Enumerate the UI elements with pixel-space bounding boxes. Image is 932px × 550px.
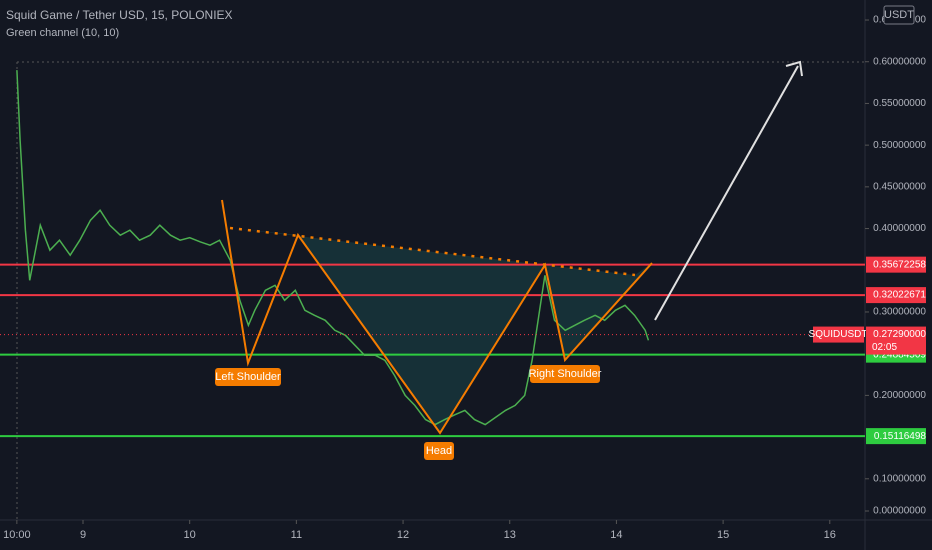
y-tick-label: 0.60000000	[873, 56, 926, 67]
x-tick-label: 13	[504, 529, 516, 541]
y-tick-label: 0.55000000	[873, 98, 926, 109]
x-tick-label: 15	[717, 529, 729, 541]
annotation-box	[215, 368, 281, 386]
y-tick-label: 0.10000000	[873, 473, 926, 484]
countdown: 02:05	[872, 342, 897, 353]
level-label-box	[866, 256, 926, 273]
x-tick-label: 10:00	[3, 529, 31, 541]
level-label: 0.24884509	[873, 349, 926, 360]
annotation: Right Shoulder	[529, 368, 602, 380]
level-label: 0.35672258	[873, 259, 926, 270]
level-label: 0.32022671	[873, 290, 926, 301]
y-tick-label: 0.40000000	[873, 223, 926, 234]
level-label-box	[866, 428, 926, 445]
last-price-box	[866, 326, 926, 355]
currency[interactable]: USDT	[884, 9, 914, 21]
level-label-box	[866, 287, 926, 304]
target-arrow	[654, 65, 799, 321]
x-tick-label: 11	[291, 529, 302, 541]
y-tick-label: 0.50000000	[873, 140, 926, 151]
arrow-head	[785, 60, 803, 77]
series-name: SQUIDUSDT	[809, 329, 868, 340]
pattern-fill	[230, 228, 545, 433]
x-tick-label: 9	[80, 529, 86, 541]
head-shoulders-pattern	[221, 199, 653, 435]
chart-title: Squid Game / Tether USD, 15, POLONIEX	[6, 8, 233, 22]
series-name-box	[813, 326, 864, 343]
x-tick-label: 12	[397, 529, 409, 541]
y-tick-label: 0.30000000	[873, 307, 926, 318]
last-price-label: 0.27290000	[873, 329, 926, 340]
annotation-box	[424, 442, 454, 460]
price-line	[16, 70, 650, 426]
x-tick-label: 16	[824, 529, 836, 541]
annotation: Left Shoulder	[215, 371, 281, 383]
y-tick-label: 0.45000000	[873, 181, 926, 192]
y-tick-label: 0.20000000	[873, 390, 926, 401]
annotation: Head	[426, 445, 452, 457]
x-tick-label: 10	[184, 529, 196, 541]
currency-box[interactable]	[883, 5, 915, 25]
annotation-box	[530, 365, 600, 383]
indicator-label: Green channel (10, 10)	[6, 27, 119, 39]
pattern-fill	[545, 263, 652, 360]
level-label: 0.15116498	[874, 431, 927, 442]
y-tick-label: 0.00000000	[873, 506, 926, 517]
x-tick-label: 14	[610, 529, 622, 541]
